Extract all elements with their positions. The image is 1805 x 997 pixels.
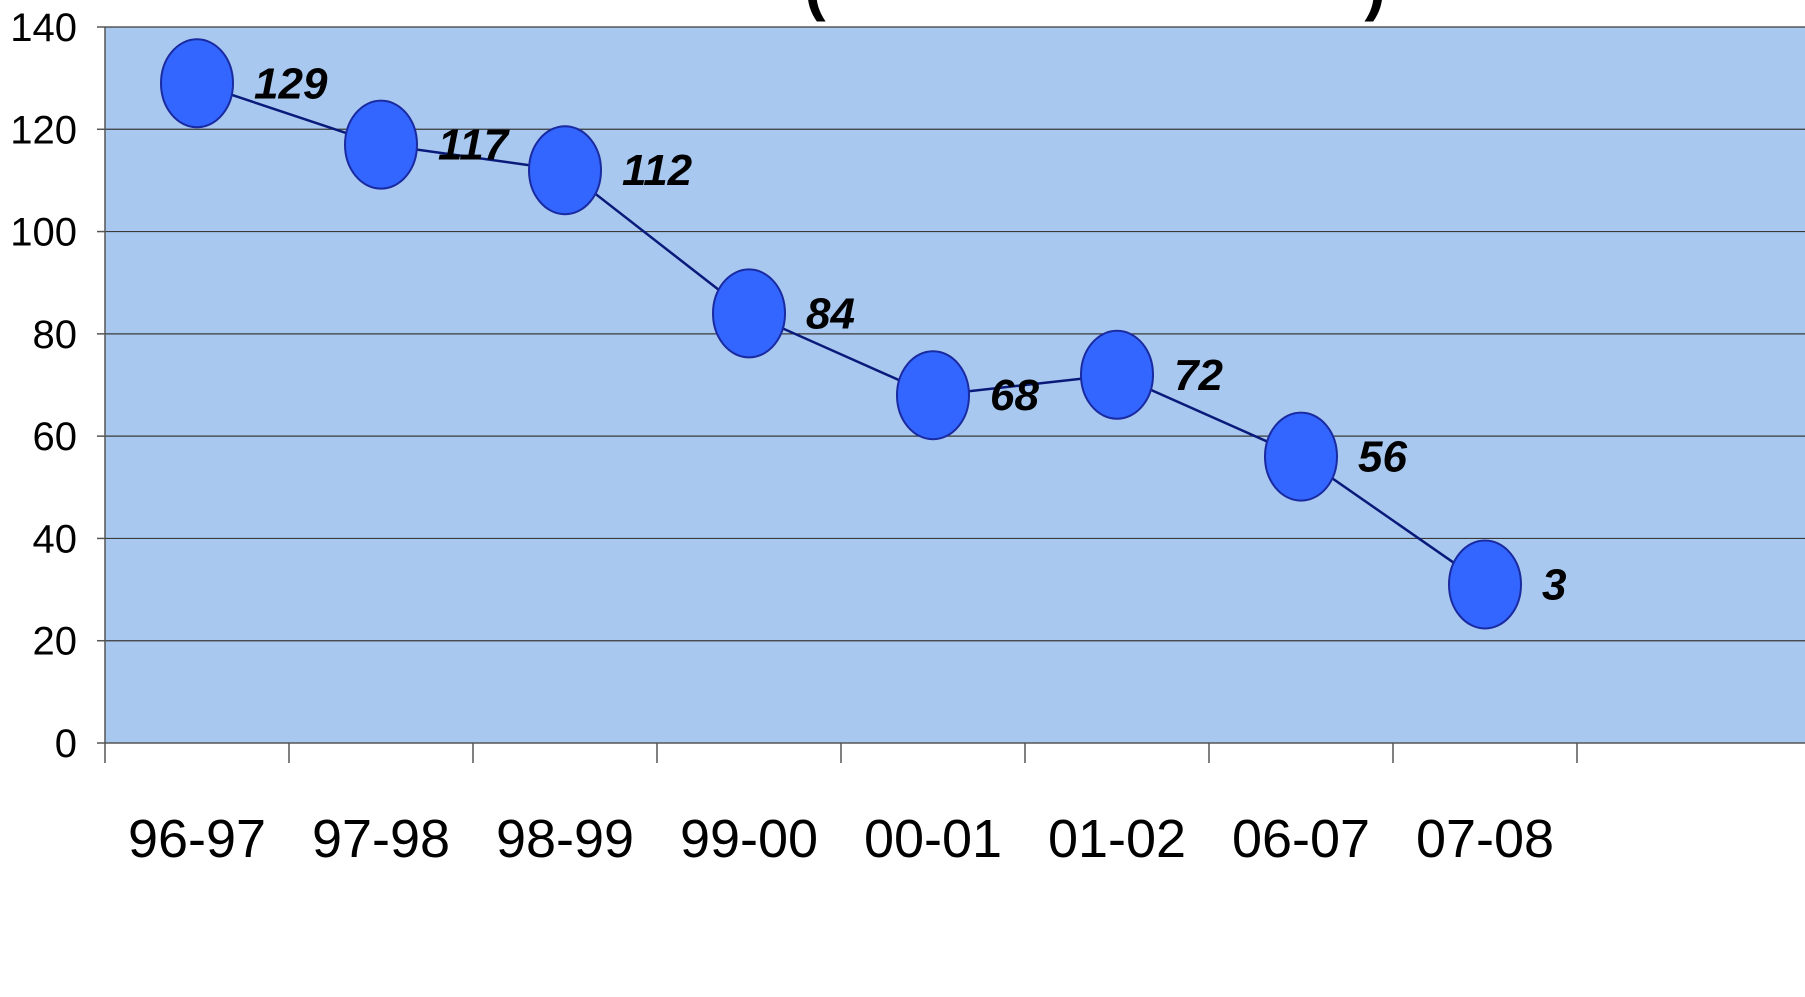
x-tick-label: 98-99 bbox=[496, 809, 634, 869]
y-tick-label: 80 bbox=[33, 313, 78, 357]
y-tick-label: 60 bbox=[33, 415, 78, 459]
data-label: 129 bbox=[254, 59, 328, 108]
data-label: 56 bbox=[1358, 433, 1407, 482]
x-tick-label: 01-02 bbox=[1048, 809, 1186, 869]
x-tick-label: 07-08 bbox=[1416, 809, 1554, 869]
gridlines bbox=[105, 26, 1805, 642]
y-tick-label: 100 bbox=[10, 211, 77, 255]
data-point-marker bbox=[1448, 539, 1522, 630]
x-tick-label: 96-97 bbox=[128, 809, 266, 869]
x-tick-label: 00-01 bbox=[864, 809, 1002, 869]
data-markers bbox=[160, 38, 1522, 630]
y-tick-label: 140 bbox=[10, 6, 77, 50]
data-point-marker bbox=[896, 350, 970, 441]
x-tick-label: 99-00 bbox=[680, 809, 818, 869]
data-label: 117 bbox=[438, 121, 511, 170]
y-tick-label: 40 bbox=[33, 517, 78, 561]
x-tick-label: 06-07 bbox=[1232, 809, 1370, 869]
data-label: 84 bbox=[806, 289, 855, 338]
data-point-marker bbox=[1080, 329, 1154, 420]
data-point-marker bbox=[1264, 411, 1338, 502]
chart-title-fragment: ( ) bbox=[804, 0, 1385, 22]
data-point-marker bbox=[160, 38, 234, 129]
data-labels: 129 117 112 84 68 72 56 3 bbox=[254, 59, 1566, 609]
data-label: 112 bbox=[622, 146, 693, 195]
data-label: 3 bbox=[1542, 560, 1566, 609]
data-label: 72 bbox=[1174, 351, 1223, 400]
x-tick-label: 97-98 bbox=[312, 809, 450, 869]
x-axis-ticks: 96-97 97-98 98-99 99-00 00-01 01-02 06-07 07-08 bbox=[104, 743, 1578, 869]
axes bbox=[104, 27, 1805, 744]
y-tick-label: 20 bbox=[33, 620, 78, 664]
y-tick-label: 0 bbox=[55, 722, 77, 766]
title-paren-right: ) bbox=[1364, 0, 1385, 22]
title-paren-left: ( bbox=[804, 0, 826, 22]
data-label: 68 bbox=[990, 371, 1039, 420]
y-tick-label: 120 bbox=[10, 108, 77, 152]
data-point-marker bbox=[712, 268, 786, 359]
data-point-marker bbox=[528, 125, 602, 216]
data-point-marker bbox=[344, 99, 418, 190]
y-axis-ticks: 0 20 40 60 80 100 120 140 bbox=[10, 6, 105, 766]
